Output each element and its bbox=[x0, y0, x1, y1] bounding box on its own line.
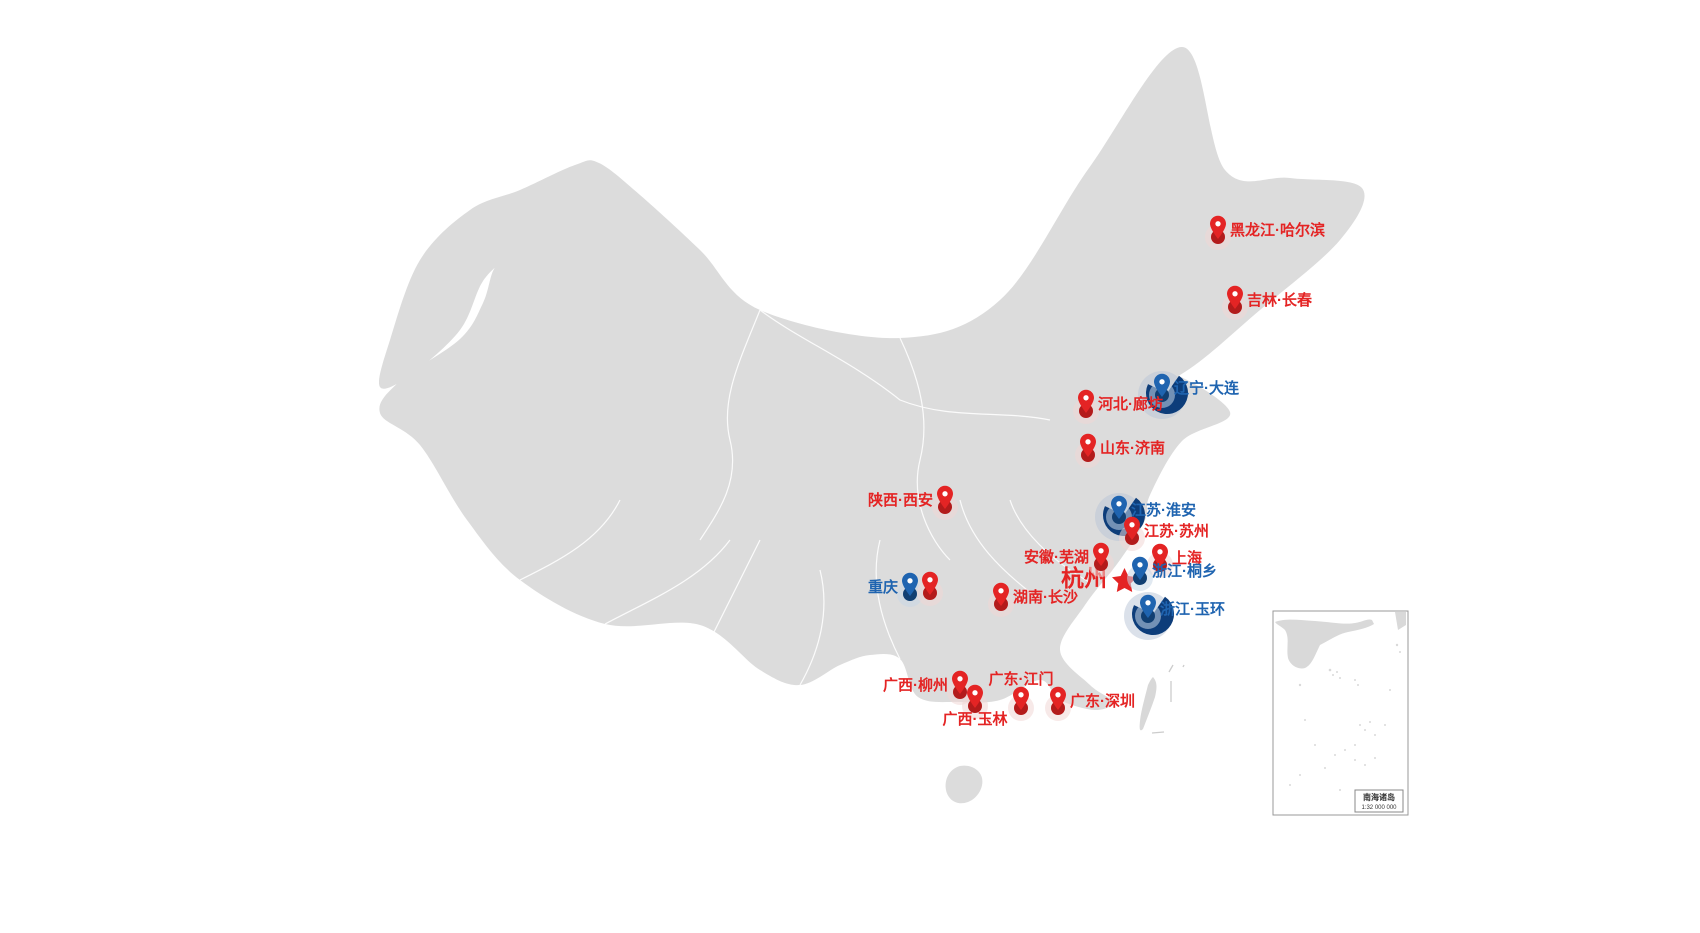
svg-text:浙江·玉环: 浙江·玉环 bbox=[1160, 600, 1225, 618]
svg-text:黑龙江·哈尔滨: 黑龙江·哈尔滨 bbox=[1230, 221, 1325, 239]
svg-text:广东·江门: 广东·江门 bbox=[989, 670, 1054, 688]
svg-text:河北·廊坊: 河北·廊坊 bbox=[1098, 395, 1163, 413]
svg-text:江苏·苏州: 江苏·苏州 bbox=[1144, 522, 1209, 540]
svg-text:浙江·桐乡: 浙江·桐乡 bbox=[1152, 562, 1217, 580]
svg-text:重庆: 重庆 bbox=[868, 578, 898, 596]
svg-text:安徽·芜湖: 安徽·芜湖 bbox=[1024, 548, 1089, 566]
svg-text:辽宁·大连: 辽宁·大连 bbox=[1174, 379, 1240, 397]
svg-text:江苏·淮安: 江苏·淮安 bbox=[1131, 501, 1196, 519]
svg-text:吉林·长春: 吉林·长春 bbox=[1247, 291, 1312, 309]
svg-text:山东·济南: 山东·济南 bbox=[1100, 439, 1165, 457]
svg-text:陕西·西安: 陕西·西安 bbox=[868, 491, 933, 509]
svg-text:湖南·长沙: 湖南·长沙 bbox=[1013, 588, 1078, 606]
svg-text:南海诸岛: 南海诸岛 bbox=[1363, 792, 1395, 802]
svg-text:广东·深圳: 广东·深圳 bbox=[1070, 692, 1135, 710]
svg-text:广西·柳州: 广西·柳州 bbox=[883, 676, 948, 694]
svg-text:广西·玉林: 广西·玉林 bbox=[943, 710, 1009, 728]
svg-text:1:32 000 000: 1:32 000 000 bbox=[1361, 805, 1397, 811]
